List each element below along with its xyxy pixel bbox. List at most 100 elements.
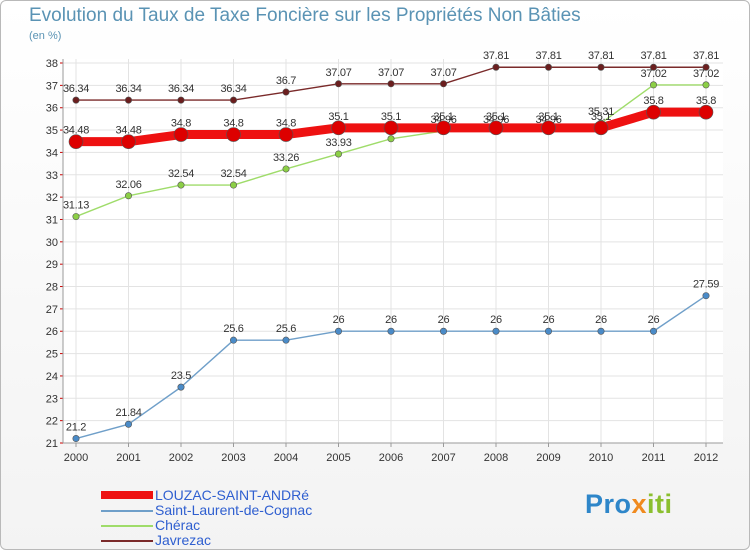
- data-label-saint-laurent-de-cognac: 25.6: [223, 323, 243, 335]
- y-tick-label: 23: [46, 393, 58, 405]
- logo-part-3: iti: [647, 489, 673, 519]
- data-point-louzac-saint-andr-: [173, 127, 189, 142]
- legend-label-cherac: Chérac: [155, 517, 201, 533]
- data-label-louzac-saint-andr-: 35.8: [643, 95, 663, 107]
- x-tick-label: 2009: [536, 452, 560, 464]
- legend-label-javrezac: Javrezac: [155, 532, 212, 548]
- data-label-javrezac: 37.81: [483, 50, 509, 62]
- data-label-ch-rac: 31.13: [63, 200, 89, 212]
- x-tick-label: 2006: [379, 452, 403, 464]
- y-tick-label: 29: [46, 259, 58, 271]
- data-label-louzac-saint-andr-: 34.48: [115, 125, 141, 137]
- y-tick-label: 27: [46, 304, 58, 316]
- data-label-louzac-saint-andr-: 34.8: [223, 118, 243, 130]
- legend-item-louzac: LOUZAC-SAINT-ANDRé: [101, 488, 361, 503]
- data-label-javrezac: 36.7: [276, 75, 296, 87]
- x-tick-label: 2008: [484, 452, 508, 464]
- y-tick-label: 35: [46, 125, 58, 137]
- data-label-saint-laurent-de-cognac: 26: [648, 314, 660, 326]
- data-label-saint-laurent-de-cognac: 21.84: [115, 407, 141, 419]
- data-point-saint-laurent-de-cognac: [230, 336, 238, 344]
- data-label-louzac-saint-andr-: 35.1: [538, 111, 558, 123]
- y-tick-label: 24: [46, 371, 58, 383]
- data-label-javrezac: 36.34: [63, 83, 89, 95]
- data-label-saint-laurent-de-cognac: 26: [490, 314, 502, 326]
- data-point-louzac-saint-andr-: [226, 127, 241, 142]
- x-tick-label: 2011: [642, 452, 666, 464]
- legend: LOUZAC-SAINT-ANDRé Saint-Laurent-de-Cogn…: [101, 488, 361, 548]
- x-tick-label: 2000: [64, 452, 88, 464]
- data-label-saint-laurent-de-cognac: 26: [333, 314, 345, 326]
- legend-swatch-cherac: [101, 525, 153, 527]
- data-point-ch-rac: [125, 192, 133, 200]
- y-tick-label: 31: [46, 214, 58, 226]
- data-label-javrezac: 36.34: [220, 83, 246, 95]
- data-point-saint-laurent-de-cognac: [649, 327, 657, 335]
- data-point-ch-rac: [177, 181, 185, 189]
- data-point-saint-laurent-de-cognac: [597, 327, 605, 335]
- data-point-ch-rac: [282, 165, 290, 173]
- data-point-louzac-saint-andr-: [541, 120, 556, 136]
- data-label-javrezac: 37.81: [693, 50, 719, 62]
- legend-label-saint-laurent: Saint-Laurent-de-Cognac: [155, 502, 313, 518]
- y-tick-label: 30: [46, 237, 58, 249]
- x-tick-label: 2010: [589, 452, 613, 464]
- data-point-javrezac: [387, 80, 395, 88]
- data-label-ch-rac: 34.96: [430, 114, 456, 126]
- data-point-ch-rac: [387, 135, 395, 143]
- data-point-javrezac: [230, 96, 238, 104]
- data-label-saint-laurent-de-cognac: 27.59: [693, 279, 719, 291]
- x-tick-label: 2007: [431, 452, 455, 464]
- data-point-louzac-saint-andr-: [593, 120, 609, 136]
- data-point-louzac-saint-andr-: [331, 120, 346, 136]
- data-label-javrezac: 36.34: [115, 83, 141, 95]
- data-label-ch-rac: 33.93: [325, 137, 351, 149]
- data-label-louzac-saint-andr-: 35.1: [433, 111, 453, 123]
- data-point-ch-rac: [334, 150, 342, 158]
- data-label-ch-rac: 32.54: [220, 168, 246, 180]
- data-point-ch-rac: [230, 181, 238, 189]
- chart-title: Evolution du Taux de Taxe Foncière sur l…: [29, 5, 581, 26]
- data-point-javrezac: [177, 96, 185, 104]
- data-label-javrezac: 37.07: [325, 67, 351, 79]
- data-point-ch-rac: [702, 81, 710, 89]
- data-label-ch-rac: 34.96: [535, 114, 561, 126]
- data-point-louzac-saint-andr-: [121, 134, 136, 149]
- legend-item-saint-laurent: Saint-Laurent-de-Cognac: [101, 503, 361, 518]
- data-point-louzac-saint-andr-: [436, 120, 451, 136]
- logo-part-2: x: [631, 489, 648, 519]
- data-point-ch-rac: [649, 81, 657, 89]
- y-tick-label: 36: [46, 103, 58, 115]
- chart-subtitle: (en %): [29, 30, 62, 42]
- data-label-saint-laurent-de-cognac: 26: [543, 314, 555, 326]
- y-tick-label: 28: [46, 282, 58, 294]
- data-point-javrezac: [597, 63, 605, 71]
- data-label-saint-laurent-de-cognac: 21.2: [66, 422, 86, 434]
- data-point-saint-laurent-de-cognac: [334, 327, 342, 335]
- data-point-saint-laurent-de-cognac: [282, 336, 290, 344]
- x-tick-label: 2005: [326, 452, 350, 464]
- data-point-saint-laurent-de-cognac: [72, 435, 80, 443]
- legend-label-louzac: LOUZAC-SAINT-ANDRé: [155, 487, 310, 503]
- data-label-louzac-saint-andr-: 34.8: [171, 118, 191, 130]
- data-label-louzac-saint-andr-: 35.8: [696, 95, 716, 107]
- data-label-ch-rac: 34.96: [483, 114, 509, 126]
- data-label-ch-rac: 32.06: [115, 179, 141, 191]
- data-label-ch-rac: 35.31: [588, 106, 614, 118]
- x-tick-label: 2003: [221, 452, 245, 464]
- data-label-javrezac: 37.81: [535, 50, 561, 62]
- x-tick-label: 2002: [169, 452, 193, 464]
- data-label-louzac-saint-andr-: 34.48: [63, 125, 89, 137]
- data-label-saint-laurent-de-cognac: 25.6: [276, 323, 296, 335]
- data-label-javrezac: 37.81: [640, 50, 666, 62]
- y-tick-label: 22: [46, 416, 58, 428]
- y-tick-label: 33: [46, 170, 58, 182]
- data-point-ch-rac: [72, 213, 80, 221]
- data-label-louzac-saint-andr-: 35.1: [381, 111, 401, 123]
- data-point-louzac-saint-andr-: [278, 127, 294, 142]
- legend-item-javrezac: Javrezac: [101, 533, 361, 548]
- data-point-saint-laurent-de-cognac: [125, 420, 133, 428]
- data-label-ch-rac: 33.26: [273, 152, 299, 164]
